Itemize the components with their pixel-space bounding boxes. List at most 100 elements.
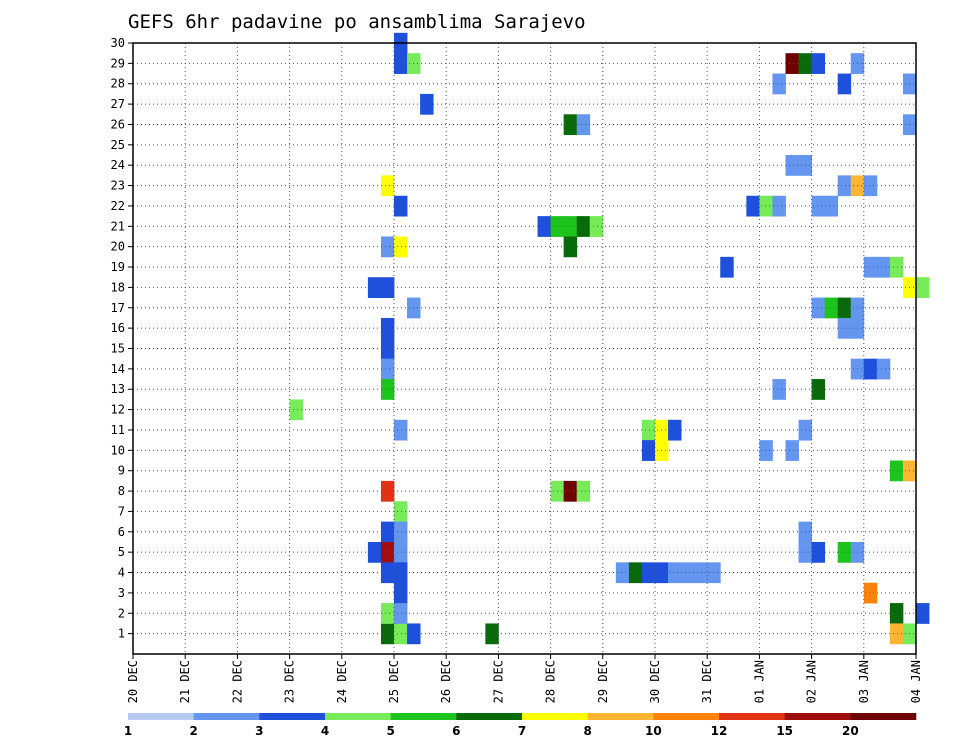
heatmap-cell xyxy=(720,256,734,278)
colorbar: 1 2 3 4 5 6 7 8 10 12 15 20 xyxy=(124,713,917,738)
y-tick-label: 19 xyxy=(111,260,125,274)
x-tick-label: 03 JAN xyxy=(857,660,871,703)
y-tick-label: 18 xyxy=(111,280,125,294)
heatmap-cell xyxy=(380,623,395,645)
y-tick-label: 27 xyxy=(111,97,125,111)
y-tick-label: 24 xyxy=(111,158,125,172)
y-axis: 1234567891011121314151617181920212223242… xyxy=(111,36,133,641)
heatmap-cell xyxy=(394,53,408,74)
heatmap-cell xyxy=(394,603,408,624)
heatmap-cell xyxy=(837,317,852,339)
heatmap-cell xyxy=(681,562,695,584)
heatmap-cell xyxy=(367,541,382,563)
heatmap-cell xyxy=(824,297,839,319)
y-tick-label: 8 xyxy=(118,484,125,498)
x-tick-label: 22 DEC xyxy=(230,660,244,703)
heatmap-cell xyxy=(380,317,395,339)
colorbar-label: 4 xyxy=(321,724,329,738)
colorbar-swatch xyxy=(193,713,260,720)
chart-title: GEFS 6hr padavine po ansamblima Sarajevo xyxy=(128,11,586,33)
heatmap-cell xyxy=(380,541,395,563)
colorbar-swatch xyxy=(259,713,326,720)
colorbar-label: 10 xyxy=(645,724,662,738)
heatmap-cell xyxy=(772,195,786,217)
colorbar-label: 5 xyxy=(386,724,394,738)
heatmap-cell xyxy=(576,480,591,502)
heatmap-cell xyxy=(394,521,408,543)
heatmap-cell xyxy=(863,358,878,380)
x-tick-label: 29 DEC xyxy=(596,660,610,703)
y-tick-label: 25 xyxy=(111,138,125,152)
heatmap-cell xyxy=(811,541,826,563)
y-tick-label: 23 xyxy=(111,179,125,193)
heatmap-cell xyxy=(641,419,656,441)
x-tick-label: 04 JAN xyxy=(909,660,923,703)
heatmap-cell xyxy=(380,379,395,400)
heatmap-cell xyxy=(380,277,395,298)
heatmap-cell xyxy=(394,623,408,645)
y-tick-label: 14 xyxy=(111,362,125,376)
heatmap-cell xyxy=(394,501,408,523)
x-tick-label: 25 DEC xyxy=(387,660,401,703)
colorbar-label: 12 xyxy=(711,724,728,738)
heatmap-cell xyxy=(785,440,799,461)
heatmap-cell xyxy=(863,256,878,278)
y-tick-label: 16 xyxy=(111,321,125,335)
heatmap-cell xyxy=(289,399,304,421)
heatmap-cell xyxy=(394,562,408,584)
colorbar-swatch xyxy=(784,713,851,720)
heatmap-cell xyxy=(563,236,578,258)
y-tick-label: 9 xyxy=(118,464,125,478)
heatmap-cell xyxy=(420,93,434,115)
heatmap-cell xyxy=(394,195,408,217)
x-tick-label: 30 DEC xyxy=(648,660,662,703)
heatmap-cell xyxy=(589,216,604,237)
colorbar-swatch xyxy=(587,713,654,720)
heatmap-cell xyxy=(837,541,852,563)
heatmap-cell xyxy=(889,256,904,278)
colorbar-swatch xyxy=(719,713,785,720)
heatmap-cell xyxy=(889,460,904,482)
heatmap-cell xyxy=(380,521,395,543)
heatmap-cell xyxy=(668,419,682,441)
y-tick-label: 26 xyxy=(111,117,125,131)
heatmap-cell xyxy=(394,541,408,563)
heatmap-cell xyxy=(380,358,395,380)
y-tick-label: 3 xyxy=(118,586,125,600)
colorbar-label: 1 xyxy=(124,724,132,738)
heatmap-cell xyxy=(759,440,773,461)
colorbar-swatch xyxy=(325,713,391,720)
y-tick-label: 22 xyxy=(111,199,125,213)
y-tick-label: 4 xyxy=(118,566,125,580)
grid-lines xyxy=(133,42,916,654)
heatmap-cell xyxy=(785,53,799,74)
colorbar-label: 20 xyxy=(842,724,859,738)
colorbar-label: 8 xyxy=(583,724,591,738)
heatmap-cell xyxy=(380,480,395,502)
heatmap-cell xyxy=(811,297,826,319)
heatmap-cell xyxy=(576,114,591,136)
heatmap-cell xyxy=(628,562,643,584)
colorbar-label: 15 xyxy=(776,724,793,738)
heatmap-cell xyxy=(694,562,708,584)
x-tick-label: 31 DEC xyxy=(700,660,714,703)
heatmap-cell xyxy=(641,440,656,461)
x-tick-label: 24 DEC xyxy=(335,660,349,703)
heatmap-cell xyxy=(772,73,786,95)
heatmap-cell xyxy=(563,480,578,502)
y-tick-label: 21 xyxy=(111,219,125,233)
y-tick-label: 2 xyxy=(118,606,125,620)
y-tick-label: 15 xyxy=(111,342,125,356)
y-tick-label: 1 xyxy=(118,627,125,641)
heatmap-cell xyxy=(837,297,852,319)
y-tick-label: 6 xyxy=(118,525,125,539)
colorbar-swatch xyxy=(653,713,720,720)
heatmap-cell xyxy=(772,379,786,400)
heatmap-cells xyxy=(289,32,930,645)
y-tick-label: 28 xyxy=(111,77,125,91)
heatmap-cell xyxy=(537,216,551,237)
colorbar-swatch xyxy=(128,713,194,720)
colorbar-swatch xyxy=(390,713,457,720)
heatmap-cell xyxy=(576,216,591,237)
heatmap-cell xyxy=(759,195,773,217)
